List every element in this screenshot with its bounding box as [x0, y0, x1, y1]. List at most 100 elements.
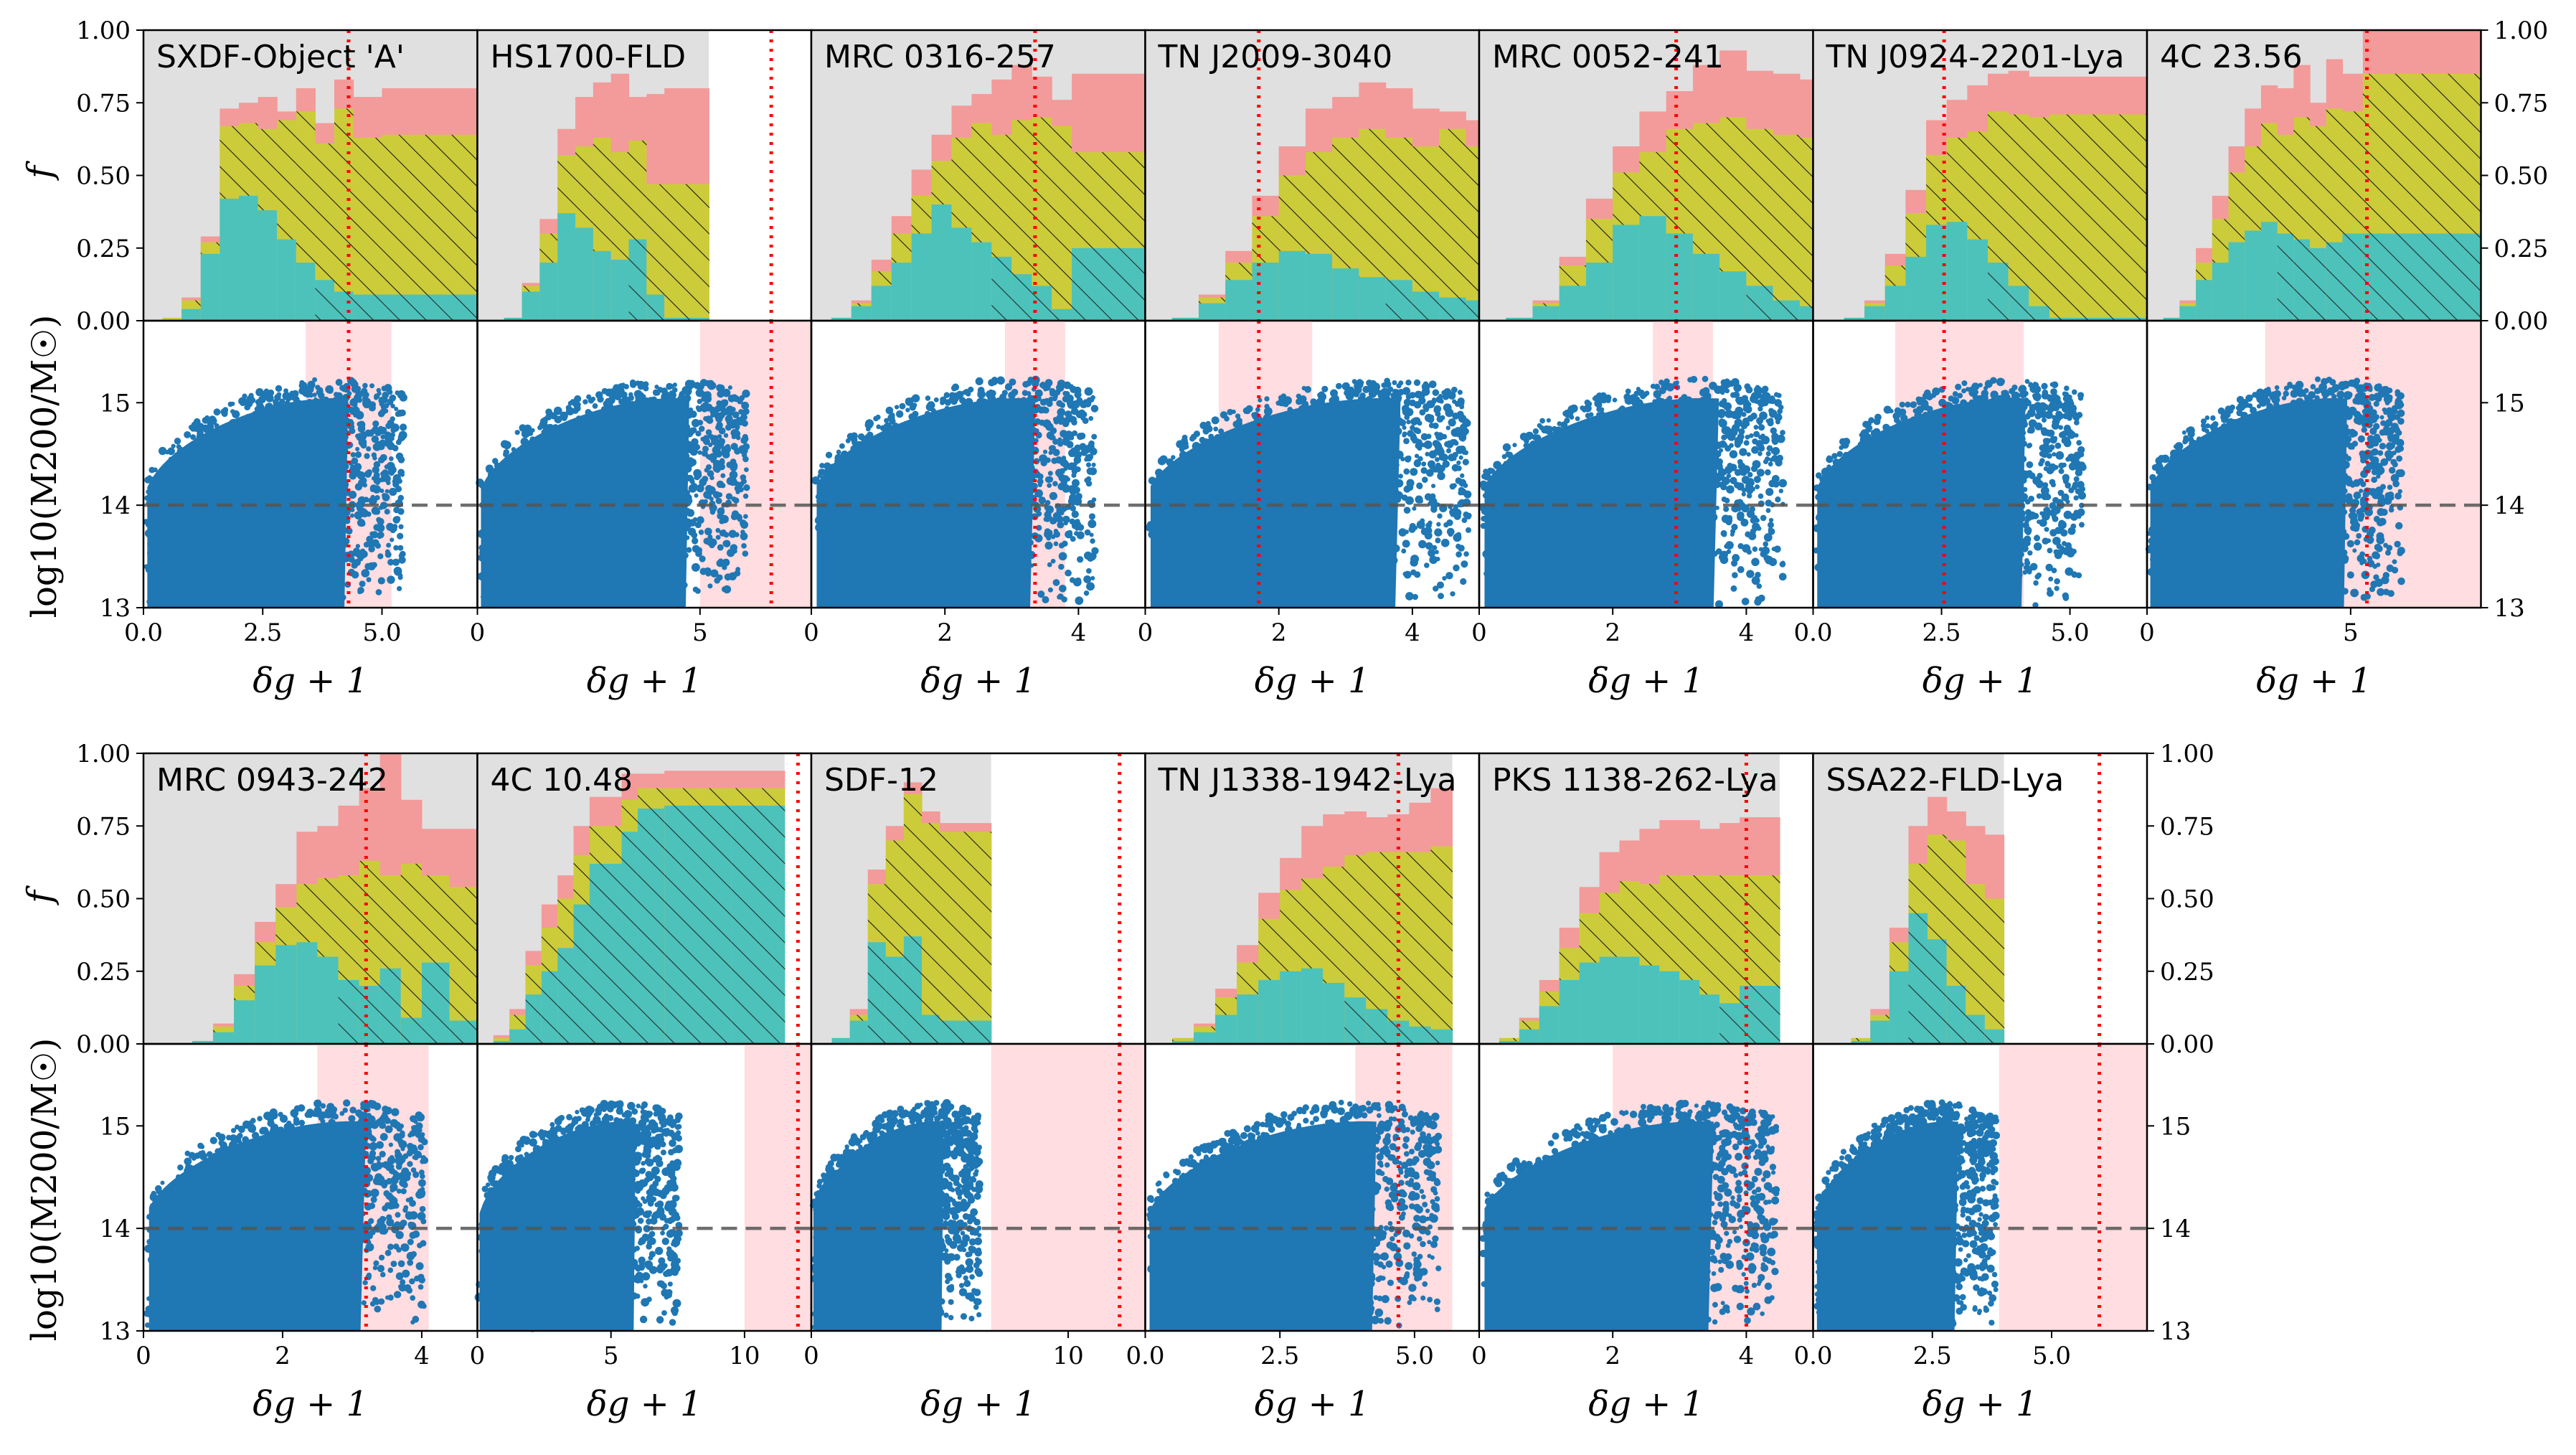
hist-hatch — [1746, 128, 1774, 286]
x-tick-label: 5.0 — [362, 618, 401, 647]
hist-bar-teal — [1305, 253, 1333, 321]
scatter-point — [629, 379, 636, 386]
scatter-point — [1079, 443, 1087, 451]
scatter-point — [1082, 418, 1089, 424]
scatter-point — [377, 553, 384, 560]
scatter-point — [372, 420, 379, 428]
hist-hatch — [1359, 128, 1387, 278]
hist-hatch — [162, 317, 182, 321]
scatter-point — [709, 475, 714, 481]
scatter-point — [1413, 379, 1421, 387]
scatter-point — [1438, 593, 1444, 600]
scatter-point — [895, 410, 904, 418]
scatter-point — [361, 569, 370, 578]
scatter-point — [1278, 395, 1284, 401]
scatter-point — [722, 585, 732, 594]
scatter-point — [202, 426, 209, 433]
hist-hatch — [871, 271, 892, 286]
x-axis-label: δg + 1 — [920, 661, 1036, 701]
scatter-point — [1463, 511, 1470, 518]
scatter-point — [709, 406, 717, 413]
scatter-point — [1428, 380, 1437, 389]
scatter-point — [371, 476, 377, 481]
panel-title: HS1700-FLD — [491, 39, 687, 75]
scatter-point — [730, 443, 738, 451]
scatter-point — [884, 418, 890, 423]
scatter-point — [386, 480, 391, 486]
scatter-point — [176, 444, 181, 450]
panels-layer: SXDF-Object 'A'0.0 2.5 5.0δg + 10.000.250.… — [76, 17, 2548, 1424]
scatter-point — [1049, 434, 1055, 441]
scatter-point — [740, 520, 749, 529]
scatter-point — [694, 522, 702, 529]
scatter-point — [933, 397, 939, 402]
scatter-point — [1310, 398, 1317, 405]
scatter-point — [1405, 496, 1414, 505]
scatter-point — [1444, 441, 1450, 448]
scatter-point — [1042, 449, 1048, 454]
scatter-point — [740, 474, 747, 481]
scatter-point — [726, 549, 735, 557]
scatter-point — [1453, 564, 1460, 572]
scatter-point — [387, 559, 395, 566]
scatter-point — [1085, 480, 1093, 487]
scatter-point — [730, 479, 737, 486]
scatter-point — [1452, 451, 1458, 458]
scatter-point — [1413, 459, 1422, 468]
hist-hatch — [220, 126, 240, 199]
scatter-point — [399, 550, 406, 557]
scatter-point — [1335, 382, 1342, 390]
scatter-point — [741, 452, 747, 458]
scatter-point — [1445, 448, 1451, 453]
scatter-point — [1064, 390, 1070, 397]
scatter-point — [362, 382, 368, 389]
scatter-point — [376, 387, 382, 393]
scatter-point — [1318, 391, 1325, 398]
scatter-point — [1401, 548, 1407, 554]
scatter-point — [565, 405, 572, 411]
scatter-point — [1463, 490, 1472, 499]
scatter-point — [1435, 462, 1441, 468]
scatter-point — [389, 487, 397, 496]
scatter-point — [1025, 380, 1032, 387]
hist-bar-teal — [181, 309, 202, 321]
scatter-point — [847, 433, 854, 441]
scatter-point — [353, 558, 361, 566]
scatter-point — [335, 379, 343, 386]
scatter-point — [396, 454, 402, 460]
scatter-point — [1211, 416, 1219, 425]
scatter-point — [399, 409, 406, 417]
scatter-point — [379, 408, 387, 415]
hist-bar-teal — [1719, 271, 1747, 321]
scatter-point — [875, 414, 881, 420]
scatter-point — [701, 450, 708, 457]
scatter-point — [1429, 465, 1434, 470]
hist-bar-teal — [1692, 253, 1720, 321]
scatter-point — [386, 542, 392, 548]
scatter-point — [1402, 540, 1410, 548]
scatter-point — [1768, 461, 1773, 467]
scatter-point — [1044, 379, 1053, 387]
scatter-point — [1763, 541, 1769, 547]
scatter-point — [1732, 572, 1738, 578]
scatter-point — [301, 388, 308, 396]
hist-hatch-teal — [1799, 306, 1814, 321]
hist-hatch — [1532, 303, 1560, 306]
scatter-point — [707, 454, 714, 461]
scatter-point — [1434, 442, 1443, 451]
scatter-point — [691, 443, 699, 451]
scatter-point — [377, 531, 384, 539]
hist-bar-teal — [1532, 306, 1560, 321]
scatter-point — [1456, 428, 1463, 435]
scatter-point — [273, 398, 279, 405]
scatter-point — [374, 542, 381, 549]
scatter-point — [1421, 476, 1428, 483]
scatter-point — [1439, 399, 1444, 404]
scatter-point — [1258, 397, 1263, 402]
scatter-point — [376, 517, 382, 523]
scatter-point — [1084, 400, 1092, 408]
scatter-point — [315, 385, 321, 390]
hist-hatch — [1639, 152, 1667, 217]
